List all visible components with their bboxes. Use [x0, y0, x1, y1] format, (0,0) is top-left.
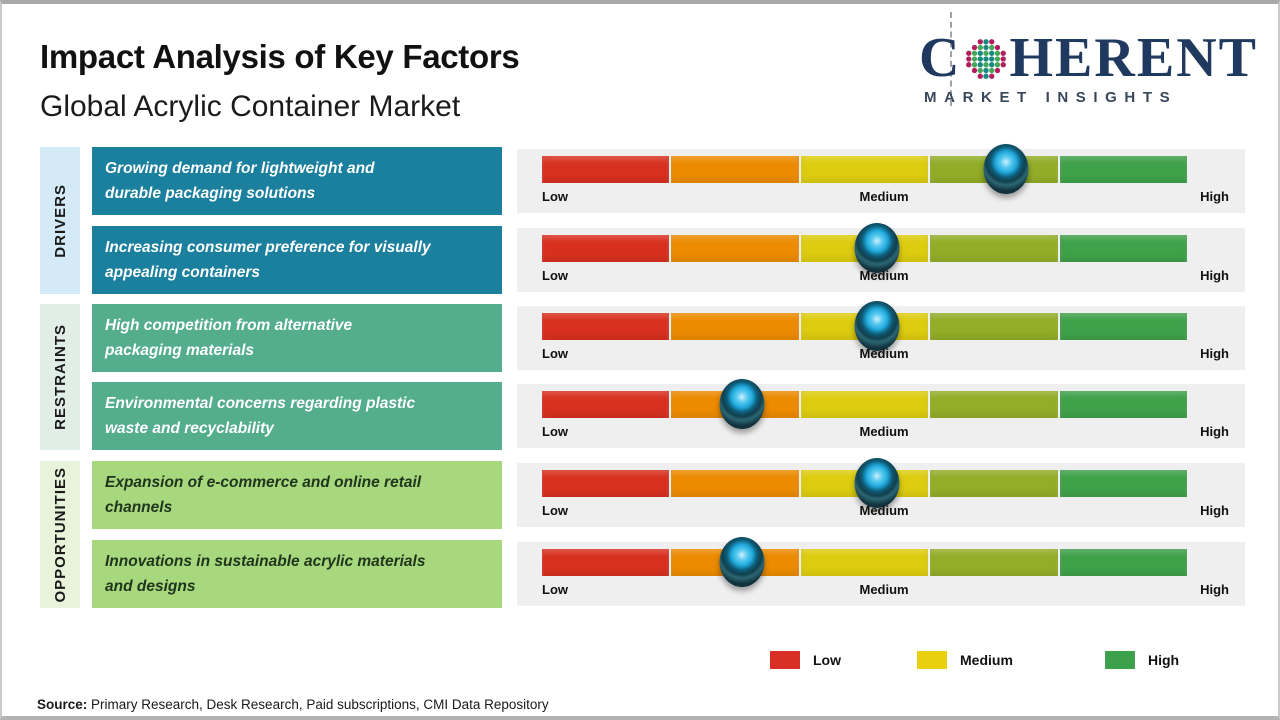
impact-gauge-row-6: Low Medium High — [517, 537, 1245, 606]
scale-label-low: Low — [542, 582, 568, 597]
scale-labels: Low Medium High — [542, 268, 1229, 283]
scale-segment-medium-high — [930, 235, 1058, 262]
scale-segment-low-medium — [671, 470, 799, 497]
impact-marker — [854, 301, 900, 351]
factor-box-opportunity-1: Expansion of e-commerce and online retai… — [92, 461, 502, 529]
impact-gauge-row-5: Low Medium High — [517, 458, 1245, 527]
logo-word-rest: HERENT — [1009, 27, 1258, 89]
scale-segment-high — [1059, 549, 1188, 576]
scale-segment-high — [1059, 156, 1188, 183]
impact-scale-bar — [542, 156, 1188, 183]
impact-gauge-row-4: Low Medium High — [517, 379, 1245, 448]
impact-gauge-row-2: Low Medium High — [517, 223, 1245, 292]
scale-labels: Low Medium High — [542, 189, 1229, 204]
scale-label-medium: Medium — [859, 346, 909, 361]
scale-segment-medium — [800, 156, 929, 183]
group-tab-label: RESTRAINTS — [51, 324, 69, 430]
scale-segment-low — [542, 235, 670, 262]
source-note: Source: Primary Research, Desk Research,… — [37, 697, 549, 712]
scale-segment-medium-high — [930, 391, 1058, 418]
logo-letter-c: C — [919, 27, 962, 89]
scale-labels: Low Medium High — [542, 424, 1229, 439]
scale-segment-high — [1059, 470, 1188, 497]
scale-label-high: High — [1200, 424, 1229, 439]
scale-segment-low — [542, 470, 670, 497]
legend-label: Medium — [960, 652, 1013, 668]
scale-labels: Low Medium High — [542, 503, 1229, 518]
factor-box-restraint-1: High competition from alternative packag… — [92, 304, 502, 372]
group-tab-restraints: RESTRAINTS — [40, 304, 80, 450]
legend-swatch-low — [770, 651, 800, 669]
scale-segment-low — [542, 313, 670, 340]
impact-marker — [854, 458, 900, 508]
scale-segment-high — [1059, 313, 1188, 340]
legend-item-high: High — [1105, 651, 1179, 669]
factor-box-opportunity-2: Innovations in sustainable acrylic mater… — [92, 540, 502, 608]
impact-gauge-row-3: Low Medium High — [517, 301, 1245, 370]
scale-segment-low — [542, 156, 670, 183]
scale-label-medium: Medium — [859, 582, 909, 597]
scale-segment-medium-high — [930, 549, 1058, 576]
scale-segment-medium — [800, 549, 929, 576]
scale-labels: Low Medium High — [542, 582, 1229, 597]
logo-tagline: MARKET INSIGHTS — [924, 89, 1178, 106]
legend-label: High — [1148, 652, 1180, 668]
scale-segment-low-medium — [671, 156, 799, 183]
scale-label-high: High — [1200, 582, 1229, 597]
impact-marker — [983, 144, 1029, 194]
group-tab-opportunities: OPPORTUNITIES — [40, 461, 80, 608]
page-subtitle: Global Acrylic Container Market — [40, 90, 461, 123]
scale-label-low: Low — [542, 424, 568, 439]
scale-segment-low — [542, 391, 670, 418]
scale-label-low: Low — [542, 189, 568, 204]
factor-box-driver-1: Growing demand for lightweight and durab… — [92, 147, 502, 215]
logo-divider — [950, 12, 952, 106]
legend-item-low: Low — [770, 651, 841, 669]
legend-swatch-high — [1105, 651, 1135, 669]
company-logo: C HERENT MARKET INSIGHTS — [919, 30, 1258, 106]
scale-segment-medium — [800, 391, 929, 418]
impact-marker — [719, 379, 765, 429]
group-tab-drivers: DRIVERS — [40, 147, 80, 294]
source-text: Primary Research, Desk Research, Paid su… — [87, 697, 549, 712]
scale-label-high: High — [1200, 346, 1229, 361]
scale-label-low: Low — [542, 503, 568, 518]
scale-segment-low-medium — [671, 313, 799, 340]
scale-label-medium: Medium — [859, 268, 909, 283]
scale-label-medium: Medium — [859, 189, 909, 204]
impact-marker — [719, 537, 765, 587]
scale-label-high: High — [1200, 189, 1229, 204]
scale-labels: Low Medium High — [542, 346, 1229, 361]
scale-label-high: High — [1200, 503, 1229, 518]
scale-label-medium: Medium — [859, 503, 909, 518]
source-label: Source: — [37, 697, 88, 712]
legend-swatch-medium — [917, 651, 947, 669]
impact-marker — [854, 223, 900, 273]
legend: Low Medium High — [2, 651, 1278, 671]
impact-scale-bar — [542, 549, 1188, 576]
logo-globe-icon — [965, 39, 1006, 79]
scale-segment-high — [1059, 391, 1188, 418]
scale-label-medium: Medium — [859, 424, 909, 439]
scale-segment-high — [1059, 235, 1188, 262]
group-tab-label: DRIVERS — [51, 183, 69, 258]
logo-wordmark: C HERENT — [919, 30, 1258, 86]
impact-gauge-row-1: Low Medium High — [517, 144, 1245, 213]
impact-scale-bar — [542, 470, 1188, 497]
scale-label-high: High — [1200, 268, 1229, 283]
legend-label: Low — [813, 652, 841, 668]
factor-box-driver-2: Increasing consumer preference for visua… — [92, 226, 502, 294]
scale-label-low: Low — [542, 268, 568, 283]
page-title: Impact Analysis of Key Factors — [40, 38, 520, 75]
factor-box-restraint-2: Environmental concerns regarding plastic… — [92, 382, 502, 450]
scale-segment-low — [542, 549, 670, 576]
scale-label-low: Low — [542, 346, 568, 361]
legend-item-medium: Medium — [917, 651, 1013, 669]
scale-segment-low-medium — [671, 235, 799, 262]
scale-segment-medium-high — [930, 313, 1058, 340]
scale-segment-medium-high — [930, 470, 1058, 497]
group-tab-label: OPPORTUNITIES — [51, 466, 69, 603]
impact-scale-bar — [542, 391, 1188, 418]
